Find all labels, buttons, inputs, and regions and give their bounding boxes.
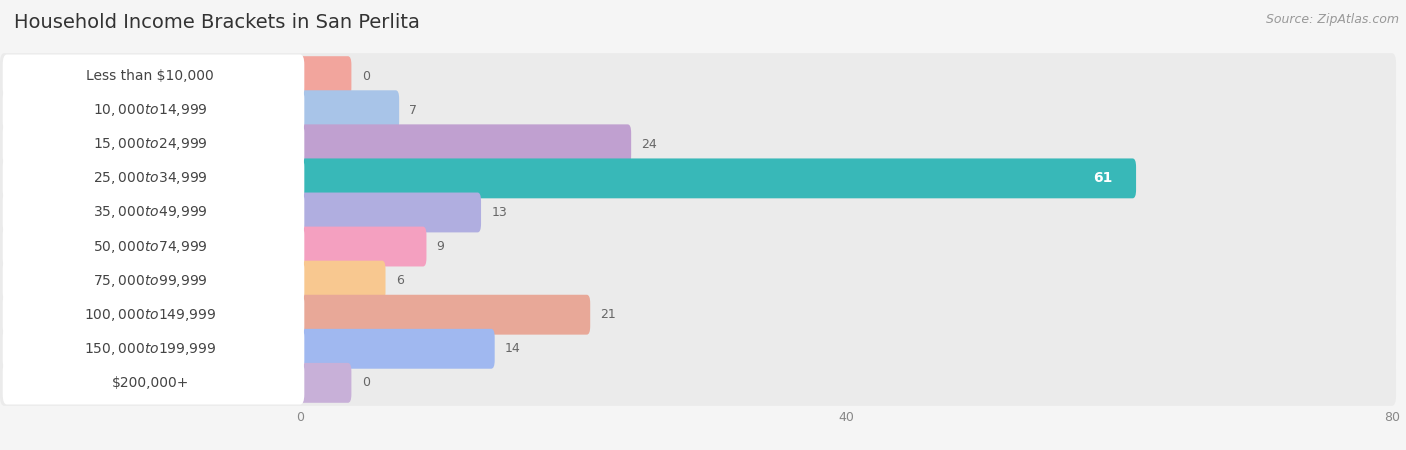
FancyBboxPatch shape: [3, 293, 304, 336]
FancyBboxPatch shape: [297, 363, 352, 403]
FancyBboxPatch shape: [297, 56, 352, 96]
FancyBboxPatch shape: [3, 123, 304, 166]
FancyBboxPatch shape: [3, 361, 304, 405]
FancyBboxPatch shape: [0, 292, 1396, 338]
FancyBboxPatch shape: [297, 90, 399, 130]
FancyBboxPatch shape: [297, 295, 591, 335]
FancyBboxPatch shape: [297, 158, 1136, 198]
Text: $10,000 to $14,999: $10,000 to $14,999: [93, 102, 208, 118]
FancyBboxPatch shape: [0, 87, 1396, 133]
FancyBboxPatch shape: [3, 191, 304, 234]
Text: 7: 7: [409, 104, 418, 117]
FancyBboxPatch shape: [0, 155, 1396, 202]
FancyBboxPatch shape: [0, 257, 1396, 304]
Text: 24: 24: [641, 138, 657, 151]
FancyBboxPatch shape: [0, 224, 1396, 270]
FancyBboxPatch shape: [3, 225, 304, 268]
Text: $50,000 to $74,999: $50,000 to $74,999: [93, 238, 208, 255]
Text: Less than $10,000: Less than $10,000: [86, 69, 214, 83]
FancyBboxPatch shape: [0, 53, 1396, 99]
Text: $35,000 to $49,999: $35,000 to $49,999: [93, 204, 208, 220]
Text: 0: 0: [361, 376, 370, 389]
FancyBboxPatch shape: [3, 259, 304, 302]
Text: Source: ZipAtlas.com: Source: ZipAtlas.com: [1265, 14, 1399, 27]
FancyBboxPatch shape: [297, 193, 481, 232]
FancyBboxPatch shape: [0, 360, 1396, 406]
FancyBboxPatch shape: [297, 227, 426, 266]
FancyBboxPatch shape: [0, 326, 1396, 372]
Text: $100,000 to $149,999: $100,000 to $149,999: [84, 307, 217, 323]
Text: 6: 6: [395, 274, 404, 287]
Text: $200,000+: $200,000+: [111, 376, 188, 390]
FancyBboxPatch shape: [3, 157, 304, 200]
Text: $25,000 to $34,999: $25,000 to $34,999: [93, 171, 208, 186]
FancyBboxPatch shape: [297, 261, 385, 301]
FancyBboxPatch shape: [0, 122, 1396, 167]
Text: 21: 21: [600, 308, 616, 321]
Text: 13: 13: [491, 206, 508, 219]
Text: 14: 14: [505, 342, 520, 355]
Text: $150,000 to $199,999: $150,000 to $199,999: [84, 341, 217, 357]
Text: 0: 0: [361, 70, 370, 83]
Text: $15,000 to $24,999: $15,000 to $24,999: [93, 136, 208, 152]
Text: Household Income Brackets in San Perlita: Household Income Brackets in San Perlita: [14, 14, 420, 32]
FancyBboxPatch shape: [297, 329, 495, 369]
FancyBboxPatch shape: [3, 89, 304, 132]
Text: 61: 61: [1092, 171, 1112, 185]
FancyBboxPatch shape: [3, 327, 304, 370]
FancyBboxPatch shape: [3, 54, 304, 98]
Text: $75,000 to $99,999: $75,000 to $99,999: [93, 273, 208, 288]
FancyBboxPatch shape: [0, 189, 1396, 235]
FancyBboxPatch shape: [297, 124, 631, 164]
Text: 9: 9: [437, 240, 444, 253]
